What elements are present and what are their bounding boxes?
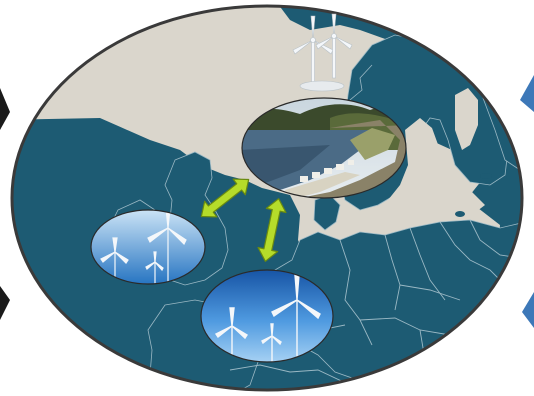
island-1 bbox=[480, 173, 492, 179]
wind-turbine-icon bbox=[292, 13, 353, 92]
double-arrow-icon bbox=[200, 178, 287, 262]
hydropower-reservoir-photo bbox=[241, 97, 407, 199]
gulf-of-bothnia bbox=[455, 88, 478, 150]
island-2 bbox=[455, 211, 465, 217]
map-ellipse-border bbox=[10, 4, 524, 392]
right-triangle-bottom bbox=[522, 292, 534, 328]
wind-farm-photo-continent bbox=[200, 269, 334, 363]
left-triangle-bottom bbox=[0, 286, 10, 320]
wind-farm-photo-uk bbox=[90, 209, 206, 285]
left-triangle-top bbox=[0, 88, 10, 130]
right-triangle-top bbox=[520, 75, 534, 112]
baltic-sea bbox=[375, 118, 485, 220]
